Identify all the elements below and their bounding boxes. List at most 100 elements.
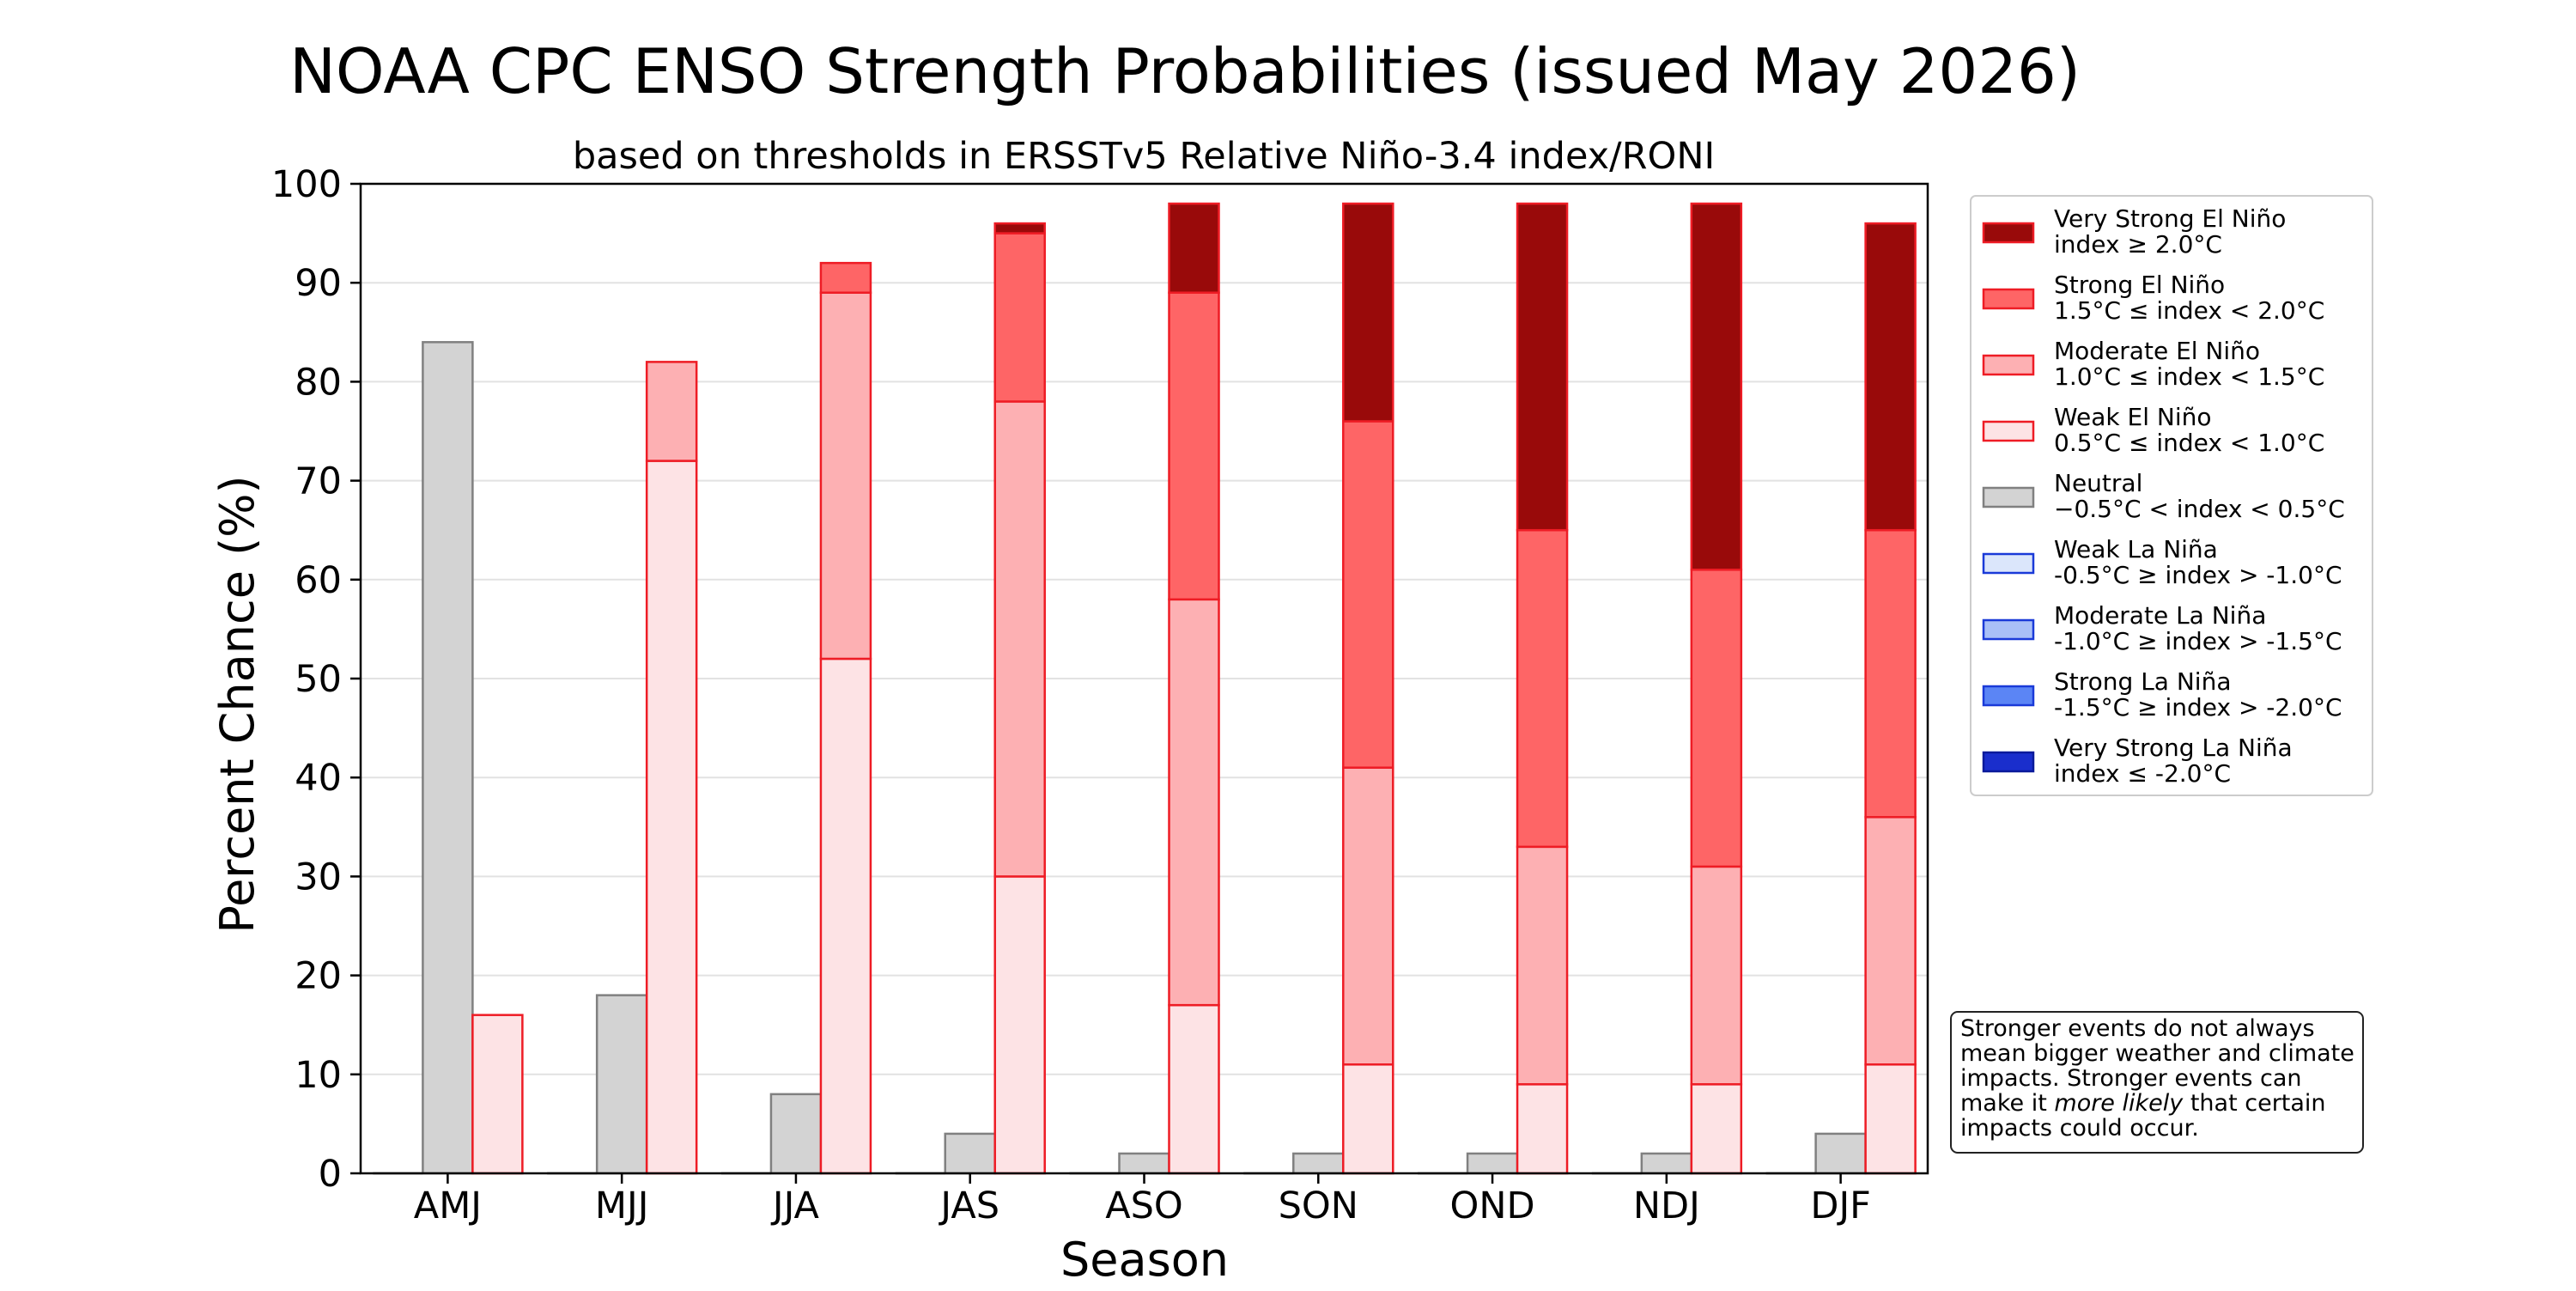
bar-segment-strong-el-ni-o bbox=[819, 261, 872, 294]
y-tick-label: 80 bbox=[295, 361, 342, 404]
x-axis: AMJ MJJ JJA JAS ASO SON OND NDJ DJF bbox=[414, 1173, 1871, 1227]
bar-segment-very-strong-el-ni-o bbox=[1690, 202, 1743, 571]
bar-segment-neutral bbox=[769, 1093, 823, 1175]
bar-segment-weak-el-ni-o bbox=[471, 1014, 524, 1175]
bar-segment-moderate-el-ni-o bbox=[1342, 766, 1394, 1066]
legend-range: index ≤ -2.0°C bbox=[2054, 759, 2231, 788]
legend-swatch bbox=[1982, 222, 2035, 244]
bar-segment-very-strong-el-ni-o bbox=[1516, 202, 1569, 532]
chart-title: NOAA CPC ENSO Strength Probabilities (is… bbox=[289, 35, 2081, 107]
legend-range: -1.0°C ≥ index > -1.5°C bbox=[2054, 627, 2342, 655]
bar-segment-neutral bbox=[1118, 1152, 1170, 1175]
bar-segment-strong-el-ni-o bbox=[1342, 420, 1394, 769]
bar-segment-very-strong-el-ni-o bbox=[1342, 202, 1394, 423]
bar-segment-weak-el-ni-o bbox=[645, 460, 698, 1175]
note-line-5: impacts could occur. bbox=[1960, 1115, 2199, 1142]
bar-segment-weak-el-ni-o bbox=[1864, 1063, 1917, 1175]
bar-segment-moderate-el-ni-o bbox=[1168, 598, 1220, 1007]
x-tick-label: JJA bbox=[770, 1184, 820, 1227]
legend-swatch bbox=[1982, 751, 2035, 773]
legend-swatch bbox=[1982, 420, 2035, 442]
legend-label: Strong La Niña bbox=[2054, 667, 2232, 696]
legend-range: 0.5°C ≤ index < 1.0°C bbox=[2054, 429, 2324, 457]
bar-segment-neutral bbox=[595, 994, 648, 1175]
bar-segment-weak-el-ni-o bbox=[1690, 1083, 1743, 1175]
bar-segment-neutral bbox=[1466, 1152, 1519, 1175]
legend-range: 1.0°C ≤ index < 1.5°C bbox=[2054, 362, 2324, 391]
legend-range: −0.5°C < index < 0.5°C bbox=[2054, 495, 2345, 523]
y-tick-label: 70 bbox=[295, 460, 342, 503]
chart-subtitle: based on thresholds in ERSSTv5 Relative … bbox=[573, 135, 1715, 178]
x-tick-label: DJF bbox=[1810, 1184, 1871, 1227]
legend-swatch bbox=[1982, 288, 2035, 310]
bar-segment-strong-el-ni-o bbox=[1690, 569, 1743, 868]
bar-segment-weak-el-ni-o bbox=[1516, 1083, 1569, 1175]
bar-segment-strong-el-ni-o bbox=[993, 232, 1046, 403]
bar-segment-neutral bbox=[1292, 1152, 1345, 1175]
note-frame bbox=[1950, 1011, 2364, 1154]
bar-segment-weak-el-ni-o bbox=[993, 875, 1046, 1175]
bars bbox=[373, 202, 1917, 1175]
bar-segment-weak-el-ni-o bbox=[1168, 1003, 1220, 1175]
y-tick-label: 60 bbox=[295, 559, 342, 602]
legend-frame bbox=[1970, 195, 2373, 796]
bar-segment-neutral bbox=[1640, 1152, 1693, 1175]
bar-segment-very-strong-el-ni-o bbox=[1864, 222, 1917, 532]
bar-segment-neutral bbox=[944, 1132, 996, 1175]
legend-range: 1.5°C ≤ index < 2.0°C bbox=[2054, 296, 2324, 325]
legend-label: Strong El Niño bbox=[2054, 271, 2225, 299]
bar-segment-neutral bbox=[1814, 1132, 1867, 1175]
bar-segment-moderate-el-ni-o bbox=[1864, 816, 1917, 1066]
bar-segment-moderate-el-ni-o bbox=[819, 291, 872, 661]
bar-segment-weak-el-ni-o bbox=[819, 657, 872, 1175]
x-tick-label: SON bbox=[1279, 1184, 1358, 1227]
legend-range: -0.5°C ≥ index > -1.0°C bbox=[2054, 561, 2342, 589]
legend-label: Neutral bbox=[2054, 469, 2142, 497]
note-line-4-start: make it bbox=[1960, 1090, 2054, 1117]
bar-segment-moderate-el-ni-o bbox=[993, 400, 1046, 878]
x-tick-label: JAS bbox=[938, 1184, 999, 1227]
x-axis-label: Season bbox=[1060, 1233, 1229, 1287]
legend-label: Moderate La Niña bbox=[2054, 601, 2266, 630]
bar-segment-strong-el-ni-o bbox=[1168, 291, 1220, 601]
x-tick-label: AMJ bbox=[414, 1184, 482, 1227]
y-tick-label: 0 bbox=[319, 1153, 342, 1196]
y-tick-label: 10 bbox=[295, 1054, 342, 1097]
legend-swatch bbox=[1982, 354, 2035, 376]
y-tick-label: 50 bbox=[295, 658, 342, 701]
legend-label: Weak La Niña bbox=[2054, 535, 2218, 563]
legend-label: Very Strong El Niño bbox=[2054, 204, 2286, 233]
bar-segment-very-strong-el-ni-o bbox=[993, 222, 1046, 234]
y-tick-label: 30 bbox=[295, 856, 342, 898]
bar-segment-very-strong-el-ni-o bbox=[1168, 202, 1220, 294]
bar-segment-moderate-el-ni-o bbox=[645, 361, 698, 462]
note-line-4: make it more likely that certain bbox=[1960, 1090, 2326, 1117]
bar-segment-weak-el-ni-o bbox=[1342, 1063, 1394, 1175]
y-tick-label: 100 bbox=[271, 163, 342, 206]
note-line-4-italic: more likely bbox=[2054, 1090, 2184, 1117]
note-line-2: mean bigger weather and climate bbox=[1960, 1040, 2354, 1067]
legend-range: -1.5°C ≥ index > -2.0°C bbox=[2054, 693, 2342, 722]
x-tick-label: NDJ bbox=[1633, 1184, 1700, 1227]
y-axis-label: Percent Chance (%) bbox=[210, 475, 264, 933]
legend-label: Weak El Niño bbox=[2054, 403, 2212, 431]
legend-label: Moderate El Niño bbox=[2054, 337, 2260, 365]
x-tick-label: OND bbox=[1449, 1184, 1534, 1227]
note-box: Stronger events do not always mean bigge… bbox=[1950, 1011, 2364, 1154]
y-tick-label: 90 bbox=[295, 262, 342, 305]
legend-range: index ≥ 2.0°C bbox=[2054, 230, 2222, 259]
bar-segment-neutral bbox=[422, 341, 474, 1175]
legend-swatch bbox=[1982, 486, 2035, 508]
legend-swatch bbox=[1982, 685, 2035, 707]
legend-swatch bbox=[1982, 552, 2035, 575]
y-tick-label: 20 bbox=[295, 955, 342, 998]
legend-swatch bbox=[1982, 618, 2035, 641]
y-axis: 0 10 20 30 40 50 60 70 80 90 100 bbox=[271, 163, 361, 1196]
bar-segment-strong-el-ni-o bbox=[1864, 528, 1917, 819]
legend-label: Very Strong La Niña bbox=[2054, 734, 2293, 762]
note-line-3: impacts. Stronger events can bbox=[1960, 1065, 2302, 1092]
note-line-1: Stronger events do not always bbox=[1960, 1015, 2315, 1042]
note-line-4-end: that certain bbox=[2183, 1090, 2325, 1117]
